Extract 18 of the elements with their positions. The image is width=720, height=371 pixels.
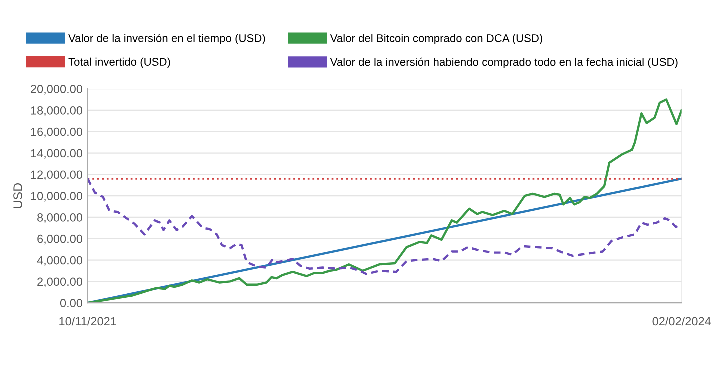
y-tick-label: 10,000.00 (31, 192, 83, 202)
y-tick-label: 8,000.00 (38, 214, 83, 224)
y-tick-label: 20,000.00 (31, 85, 83, 95)
y-tick-label: 0.00 (60, 299, 83, 308)
y-tick-label: 16,000.00 (31, 128, 83, 138)
y-tick-label: 2,000.00 (38, 278, 83, 288)
x-tick-label: 10/11/2021 (60, 316, 116, 326)
y-tick-label: 18,000.00 (31, 106, 83, 116)
legend-label: Valor del Bitcoin comprado con DCA (USD) (330, 34, 542, 45)
legend-label: Total invertido (USD) (68, 58, 170, 68)
y-tick-label: 4,000.00 (37, 256, 83, 266)
y-tick-label: 14,000.00 (31, 149, 83, 160)
y-tick-label: 6,000.00 (38, 234, 83, 245)
y-tick-label: 12,000.00 (31, 170, 83, 180)
legend-label: Valor de la inversión en el tiempo (USD) (68, 34, 266, 45)
legend-label: Valor de la inversión habiendo comprado todo en la fecha inicial (USD) (330, 58, 678, 68)
x-tick-label: 02/02/2024 (652, 316, 712, 326)
y-axis-title: USD (14, 183, 22, 208)
